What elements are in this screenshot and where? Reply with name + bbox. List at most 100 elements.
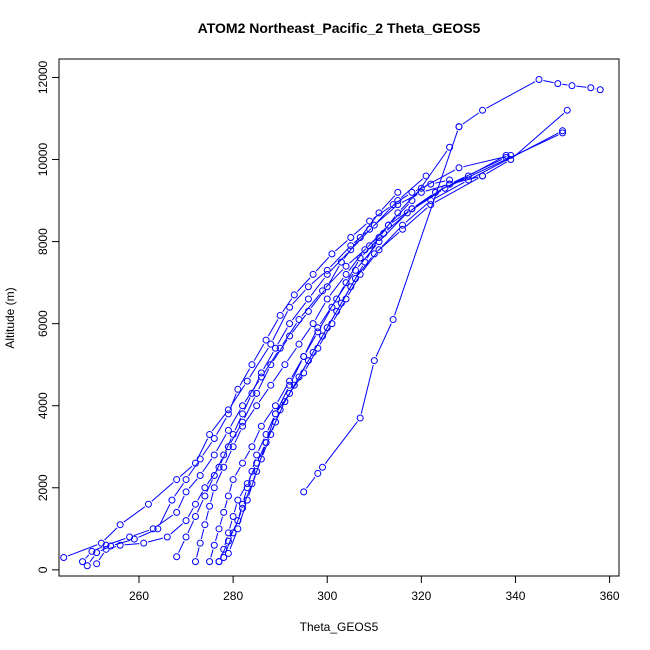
plot-frame xyxy=(58,58,620,577)
data-point xyxy=(248,467,256,475)
data-point xyxy=(83,562,91,570)
series-segment xyxy=(233,504,238,513)
series-segment xyxy=(381,215,405,239)
series-segment xyxy=(347,261,359,279)
series-segment xyxy=(576,85,587,88)
data-point xyxy=(253,402,261,410)
data-point xyxy=(403,209,411,217)
data-point xyxy=(286,381,294,389)
data-point xyxy=(351,266,359,274)
data-point xyxy=(300,352,308,360)
series-segment xyxy=(362,253,377,272)
x-axis: 260 280 300 320 340 360 xyxy=(129,575,620,603)
data-point xyxy=(224,492,232,500)
data-point xyxy=(323,324,331,332)
series-segment xyxy=(301,327,311,341)
data-point xyxy=(323,270,331,278)
series-segment xyxy=(301,293,321,317)
series-segment xyxy=(287,347,297,362)
series-segment xyxy=(319,302,335,325)
series-4 xyxy=(79,151,510,566)
data-point xyxy=(323,266,331,274)
data-point xyxy=(535,76,543,84)
series-segment xyxy=(238,504,247,525)
series-segment xyxy=(314,302,326,320)
data-point xyxy=(563,106,571,114)
x-tick-label: 280 xyxy=(223,589,243,603)
data-point xyxy=(342,262,350,270)
data-point xyxy=(267,381,275,389)
series-segment xyxy=(258,388,269,403)
series-segment xyxy=(215,471,223,484)
data-point xyxy=(224,410,232,418)
y-axis: 0 2000 4000 6000 8000 10000 12000 xyxy=(36,60,60,573)
data-point xyxy=(229,529,237,537)
x-tick-label: 300 xyxy=(317,589,337,603)
y-axis-label: Altitude (m) xyxy=(3,287,17,348)
series-segment xyxy=(229,520,233,529)
data-point xyxy=(323,283,331,291)
data-point xyxy=(342,279,350,287)
data-point xyxy=(239,422,247,430)
series-segment xyxy=(267,417,275,431)
series-7 xyxy=(173,172,430,561)
series-segment xyxy=(338,290,349,308)
series-layer xyxy=(60,76,604,570)
data-point xyxy=(206,430,214,438)
data-point xyxy=(356,414,364,422)
data-point xyxy=(276,311,284,319)
series-segment xyxy=(272,368,283,382)
data-point xyxy=(394,188,402,196)
data-point xyxy=(587,84,595,92)
series-segment xyxy=(305,331,317,353)
series-segment xyxy=(277,384,288,403)
data-point xyxy=(309,270,317,278)
data-point xyxy=(239,402,247,410)
data-point xyxy=(191,558,199,566)
data-point xyxy=(408,188,416,196)
data-point xyxy=(140,539,148,547)
data-point xyxy=(281,361,289,369)
series-segment xyxy=(543,79,554,84)
series-segment xyxy=(335,240,348,252)
series-segment xyxy=(210,492,214,503)
series-segment xyxy=(225,450,232,464)
series-segment xyxy=(179,465,193,477)
series-segment xyxy=(216,433,227,452)
data-point xyxy=(286,389,294,397)
data-point xyxy=(375,233,383,241)
series-segment xyxy=(243,397,251,411)
data-point xyxy=(210,541,218,549)
series-segment xyxy=(425,169,456,187)
series-segment xyxy=(85,554,90,559)
data-point xyxy=(243,480,251,488)
data-point xyxy=(229,513,237,521)
series-segment xyxy=(266,418,275,439)
series-segment xyxy=(200,528,205,539)
series-segment xyxy=(367,228,386,247)
data-point xyxy=(79,558,87,566)
series-segment xyxy=(258,368,270,390)
data-point xyxy=(206,502,214,510)
y-tick-label: 10000 xyxy=(36,143,50,177)
data-point xyxy=(257,422,265,430)
series-segment xyxy=(281,388,293,407)
data-point xyxy=(206,558,214,566)
series-segment xyxy=(138,530,154,538)
y-tick-label: 12000 xyxy=(36,60,50,94)
data-point xyxy=(370,357,378,365)
data-point xyxy=(384,221,392,229)
series-segment xyxy=(306,476,316,489)
series-segment xyxy=(178,540,185,553)
series-segment xyxy=(329,248,349,268)
series-segment xyxy=(238,508,242,517)
series-segment xyxy=(391,210,409,224)
data-point xyxy=(173,553,181,561)
series-segment xyxy=(315,256,330,272)
series-segment xyxy=(333,302,345,320)
series-segment xyxy=(400,191,419,210)
series-segment xyxy=(362,216,377,235)
series-segment xyxy=(202,441,213,456)
series-segment xyxy=(381,195,396,210)
series-segment xyxy=(253,343,265,362)
